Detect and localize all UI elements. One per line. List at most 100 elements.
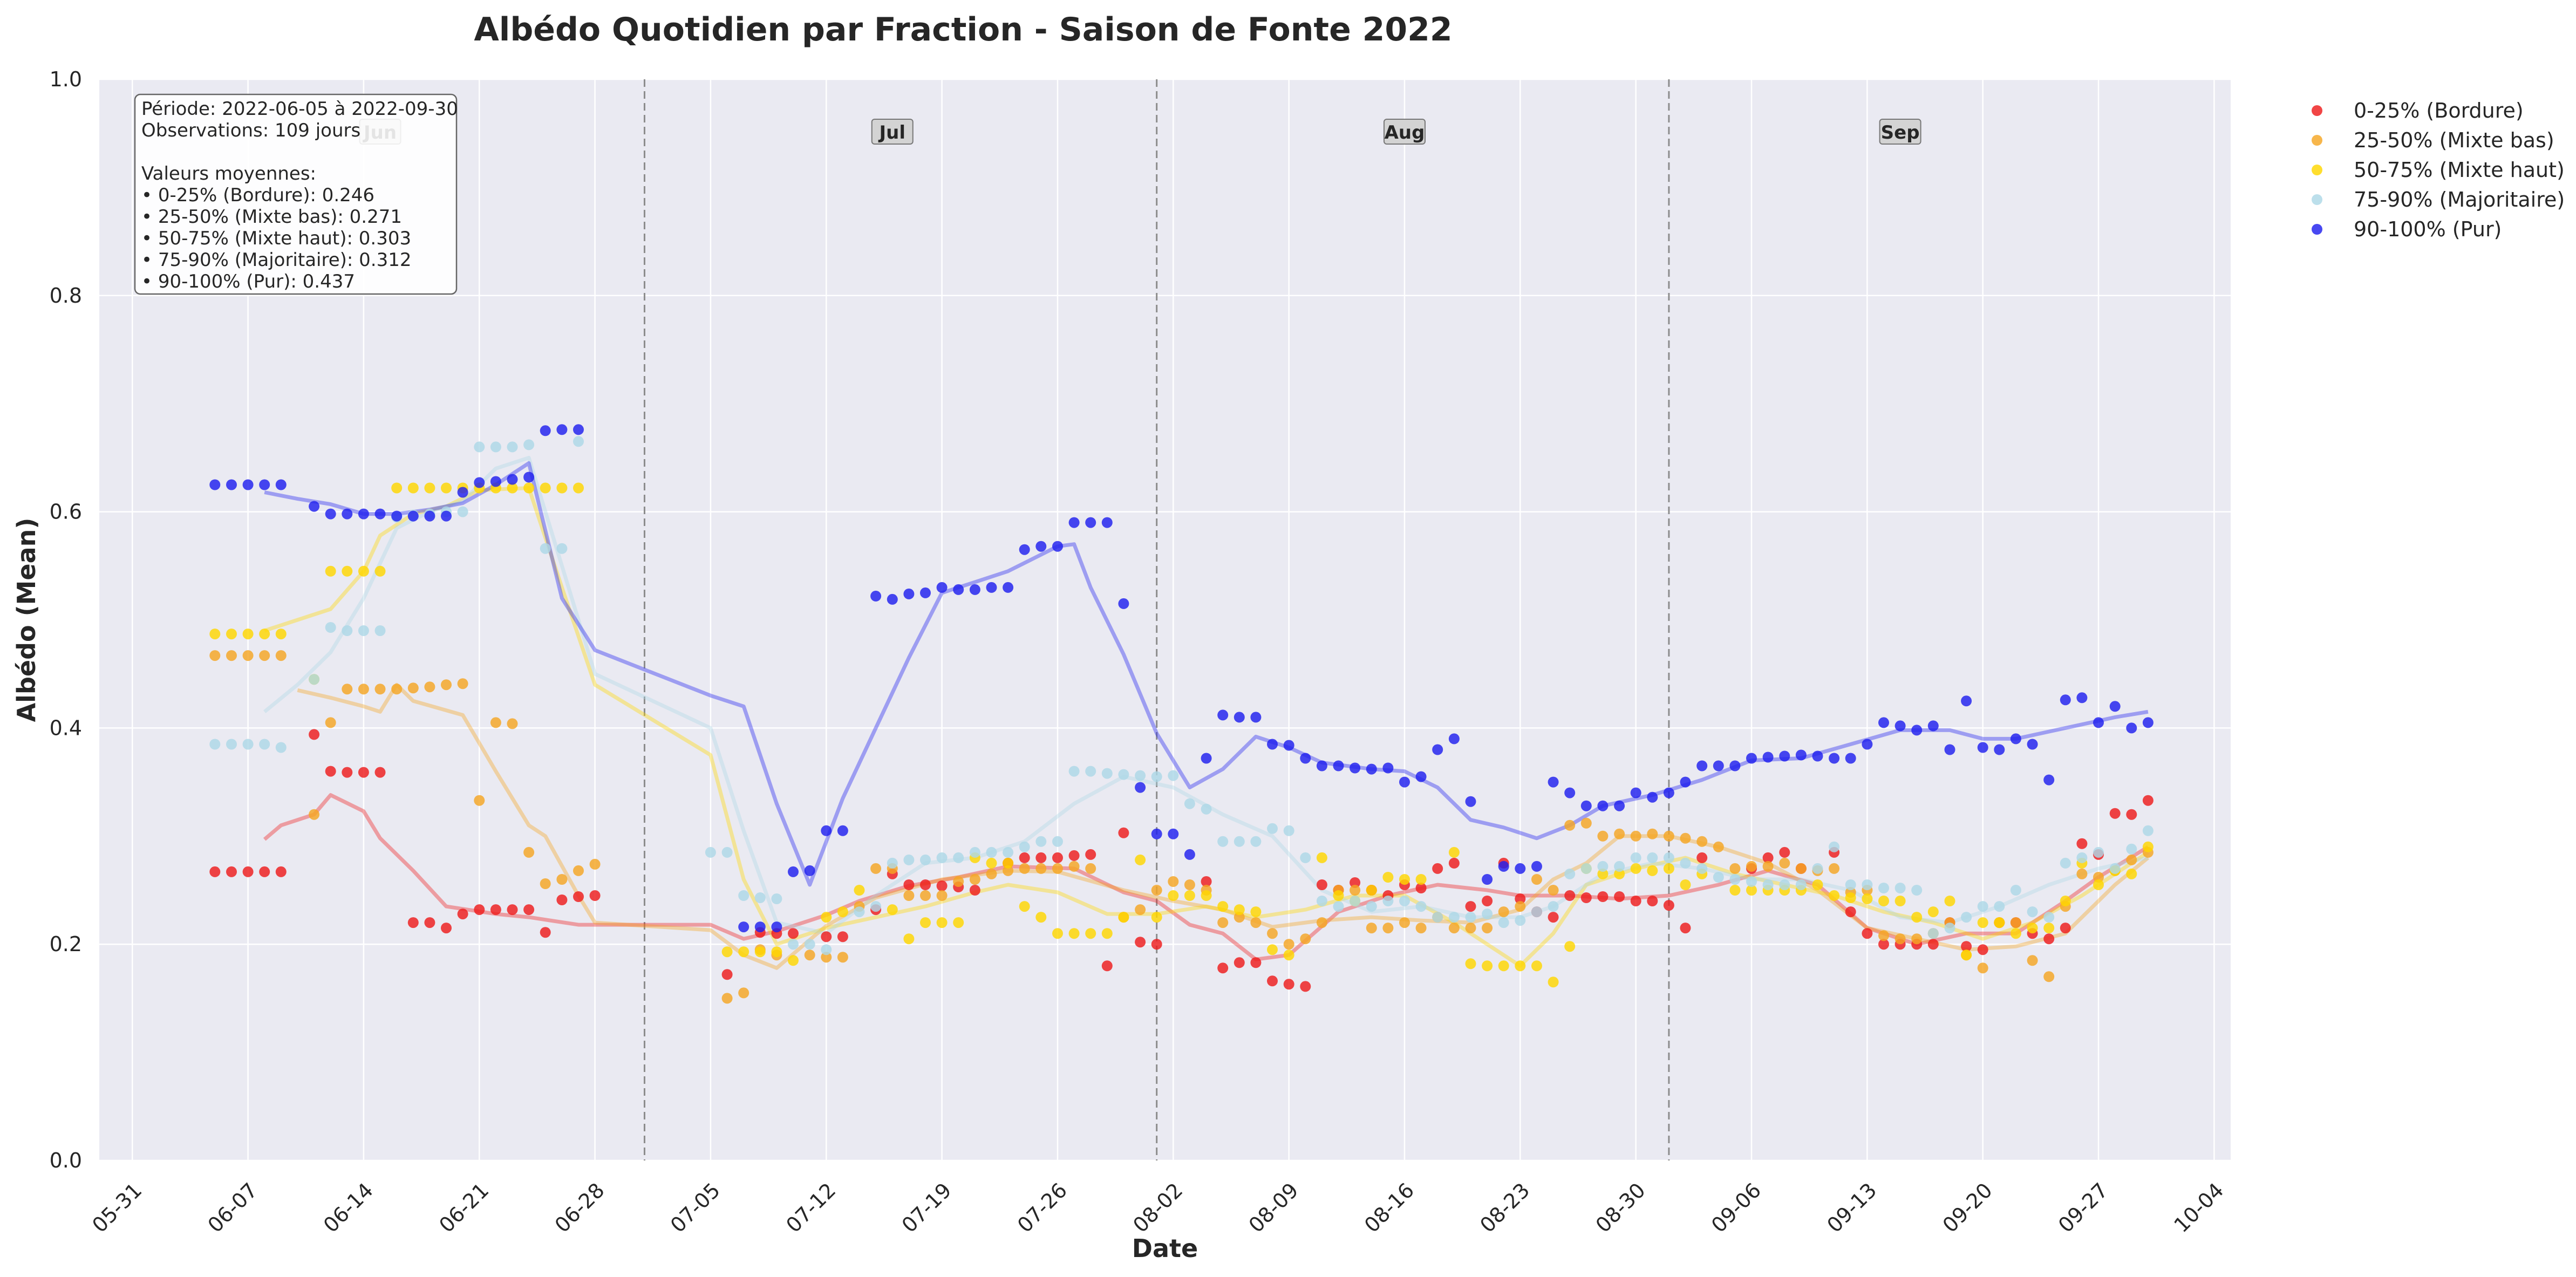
data-point <box>1234 904 1245 916</box>
y-tick-label: 0.4 <box>50 716 82 740</box>
data-point <box>358 508 369 520</box>
data-point <box>523 482 535 494</box>
data-point <box>887 857 898 869</box>
data-point <box>342 565 353 577</box>
data-point <box>721 969 733 980</box>
data-point <box>1680 776 1691 788</box>
data-point <box>1580 817 1592 829</box>
data-point <box>721 993 733 1004</box>
data-point <box>209 866 221 877</box>
data-point <box>1234 957 1245 968</box>
data-point <box>1829 841 1840 852</box>
data-point <box>1531 874 1542 885</box>
data-point <box>1250 917 1262 928</box>
data-point <box>1482 923 1493 934</box>
data-point <box>1135 904 1146 916</box>
data-point <box>1300 852 1311 863</box>
data-point <box>870 590 882 602</box>
data-point <box>374 684 386 695</box>
data-point <box>1944 896 1955 906</box>
data-point <box>1415 901 1427 912</box>
data-point <box>1994 917 2005 928</box>
month-label-box <box>1879 119 1921 145</box>
data-point <box>1019 863 1030 874</box>
y-axis-label: Albédo (Mean) <box>12 518 41 722</box>
data-point <box>2010 928 2021 939</box>
data-point <box>1597 830 1609 842</box>
data-point <box>1680 832 1691 844</box>
data-point <box>1035 541 1047 552</box>
data-point <box>259 650 270 661</box>
data-point <box>2027 739 2038 750</box>
data-point <box>2060 896 2071 906</box>
data-point <box>754 892 766 903</box>
legend-label: 75-90% (Majoritaire) <box>2354 188 2565 211</box>
data-point <box>556 874 568 885</box>
legend-item: 90-100% (Pur) <box>2312 217 2502 241</box>
legend-label: 0-25% (Bordure) <box>2354 99 2524 122</box>
data-point <box>837 825 848 836</box>
data-point <box>474 477 485 488</box>
data-point <box>556 894 568 905</box>
data-point <box>738 921 749 933</box>
data-point <box>1052 836 1063 847</box>
data-point <box>540 425 551 436</box>
data-point <box>1019 841 1030 852</box>
x-tick-label: 06-07 <box>203 1178 262 1237</box>
data-point <box>1448 912 1460 923</box>
data-point <box>2060 857 2071 869</box>
data-point <box>771 893 782 904</box>
data-point <box>342 625 353 636</box>
data-point <box>1845 892 1856 903</box>
data-point <box>1101 517 1113 528</box>
data-point <box>870 901 882 912</box>
data-point <box>391 482 403 494</box>
data-point <box>457 909 468 920</box>
data-point <box>2027 955 2038 966</box>
data-point <box>2142 825 2154 836</box>
data-point <box>936 852 948 863</box>
data-point <box>953 917 964 928</box>
data-point <box>1548 776 1559 788</box>
data-point <box>573 891 584 902</box>
data-point <box>721 846 733 858</box>
data-point <box>903 588 915 599</box>
data-point <box>1961 695 1972 707</box>
data-point <box>358 684 369 695</box>
data-point <box>1432 912 1443 923</box>
data-point <box>1465 901 1476 912</box>
data-point <box>1052 541 1063 552</box>
data-point <box>1399 874 1410 885</box>
data-point <box>1151 828 1162 839</box>
data-point <box>242 629 254 640</box>
x-tick-label: 10-04 <box>2169 1178 2228 1237</box>
data-point <box>1035 912 1047 923</box>
data-point <box>490 717 501 728</box>
data-point <box>1515 863 1526 874</box>
data-point <box>556 482 568 494</box>
data-point <box>275 742 287 753</box>
data-point <box>242 739 254 750</box>
data-point <box>936 880 948 891</box>
data-point <box>556 424 568 435</box>
data-point <box>1267 975 1278 987</box>
data-point <box>589 890 601 901</box>
data-point <box>1234 836 1245 847</box>
data-point <box>2109 701 2121 712</box>
data-point <box>457 506 468 517</box>
data-point <box>1267 928 1278 939</box>
x-tick-label: 07-05 <box>666 1178 725 1237</box>
x-tick-label: 09-06 <box>1707 1178 1766 1237</box>
data-point <box>1498 917 1509 928</box>
data-point <box>1862 879 1873 890</box>
data-point <box>2010 733 2021 745</box>
data-point <box>1696 863 1708 874</box>
data-point <box>441 679 452 691</box>
data-point <box>969 584 980 595</box>
data-point <box>1168 770 1179 781</box>
legend-item: 0-25% (Bordure) <box>2312 99 2524 122</box>
info-box-line: Période: 2022-06-05 à 2022-09-30 <box>141 98 458 120</box>
x-axis-ticks: 05-31 06-07 06-14 06-21 06-28 07-05 07-12 07-19… <box>87 1178 2228 1237</box>
data-point <box>1961 950 1972 961</box>
